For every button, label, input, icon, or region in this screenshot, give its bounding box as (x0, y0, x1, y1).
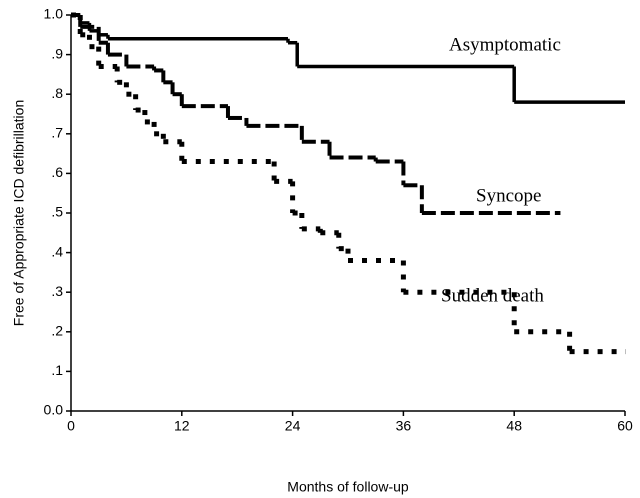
y-axis-label: Free of Appropriate ICD defibrillation (11, 100, 27, 326)
y-tick-label: .8 (51, 85, 63, 101)
x-tick-label: 24 (285, 418, 301, 434)
y-tick-label: 1.0 (44, 6, 64, 22)
y-tick-label: .2 (51, 323, 63, 339)
y-tick-label: .1 (51, 362, 63, 378)
y-tick-label: .9 (51, 45, 63, 61)
series-label: Sudden death (441, 285, 544, 306)
x-tick-label: 0 (67, 418, 75, 434)
series-label: Asymptomatic (449, 34, 561, 55)
y-tick-label: .3 (51, 283, 63, 299)
series-label: Syncope (476, 185, 541, 206)
y-tick-label: .6 (51, 164, 63, 180)
y-tick-label: .7 (51, 125, 63, 141)
x-tick-label: 48 (506, 418, 522, 434)
y-tick-label: 0.0 (44, 402, 64, 418)
x-axis-label: Months of follow-up (287, 479, 409, 495)
x-tick-label: 60 (617, 418, 633, 434)
x-tick-label: 12 (174, 418, 190, 434)
x-tick-label: 36 (396, 418, 412, 434)
y-tick-label: .4 (51, 243, 63, 259)
y-tick-label: .5 (51, 204, 63, 220)
